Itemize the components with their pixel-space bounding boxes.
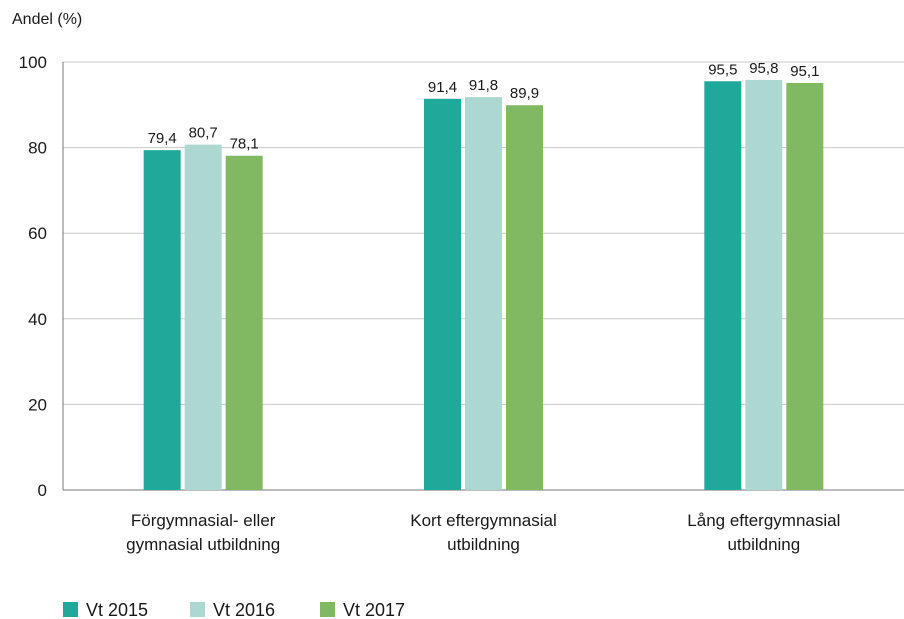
category-label: Förgymnasial- eller xyxy=(131,511,276,530)
bar xyxy=(745,79,783,490)
y-tick-labels: 0 20 40 60 80 100 xyxy=(19,53,47,500)
category-labels: Förgymnasial- eller gymnasial utbildning K… xyxy=(126,511,840,554)
data-labels: 79,4 80,7 78,1 91,4 91,8 89,9 95,5 95,8 95,1 xyxy=(148,60,820,153)
category-label: Kort eftergymnasial xyxy=(410,511,556,530)
bar xyxy=(424,98,461,491)
data-label: 95,8 xyxy=(749,60,778,77)
legend-swatch xyxy=(190,602,205,617)
y-tick-label: 80 xyxy=(28,139,47,158)
bar xyxy=(704,81,742,490)
bar xyxy=(506,105,543,490)
category-label: utbildning xyxy=(727,535,800,554)
y-tick-label: 20 xyxy=(28,395,47,414)
category-label: utbildning xyxy=(447,535,520,554)
y-tick-label: 100 xyxy=(19,53,47,72)
legend: Vt 2015 Vt 2016 Vt 2017 xyxy=(63,600,405,619)
category-label: Lång eftergymnasial xyxy=(687,511,840,530)
bar xyxy=(184,144,222,490)
data-label: 95,5 xyxy=(708,61,737,78)
y-tick-label: 60 xyxy=(28,224,47,243)
category-label: gymnasial utbildning xyxy=(126,535,280,554)
data-label: 91,4 xyxy=(428,79,457,96)
legend-label: Vt 2017 xyxy=(343,600,405,619)
y-tick-label: 40 xyxy=(28,310,47,329)
legend-label: Vt 2016 xyxy=(213,600,275,619)
data-label: 91,8 xyxy=(469,77,498,94)
legend-swatch xyxy=(63,602,78,617)
legend-swatch xyxy=(320,602,335,617)
bar xyxy=(143,150,181,490)
bars xyxy=(143,79,824,491)
data-label: 89,9 xyxy=(510,85,539,102)
bar xyxy=(225,155,263,490)
legend-label: Vt 2015 xyxy=(86,600,148,619)
data-label: 80,7 xyxy=(189,125,218,142)
y-axis-label: Andel (%) xyxy=(12,11,82,28)
y-tick-label: 0 xyxy=(38,481,47,500)
data-label: 78,1 xyxy=(230,136,259,153)
data-label: 95,1 xyxy=(790,63,819,80)
data-label: 79,4 xyxy=(148,130,177,147)
bar xyxy=(786,82,824,491)
bar xyxy=(465,97,502,490)
